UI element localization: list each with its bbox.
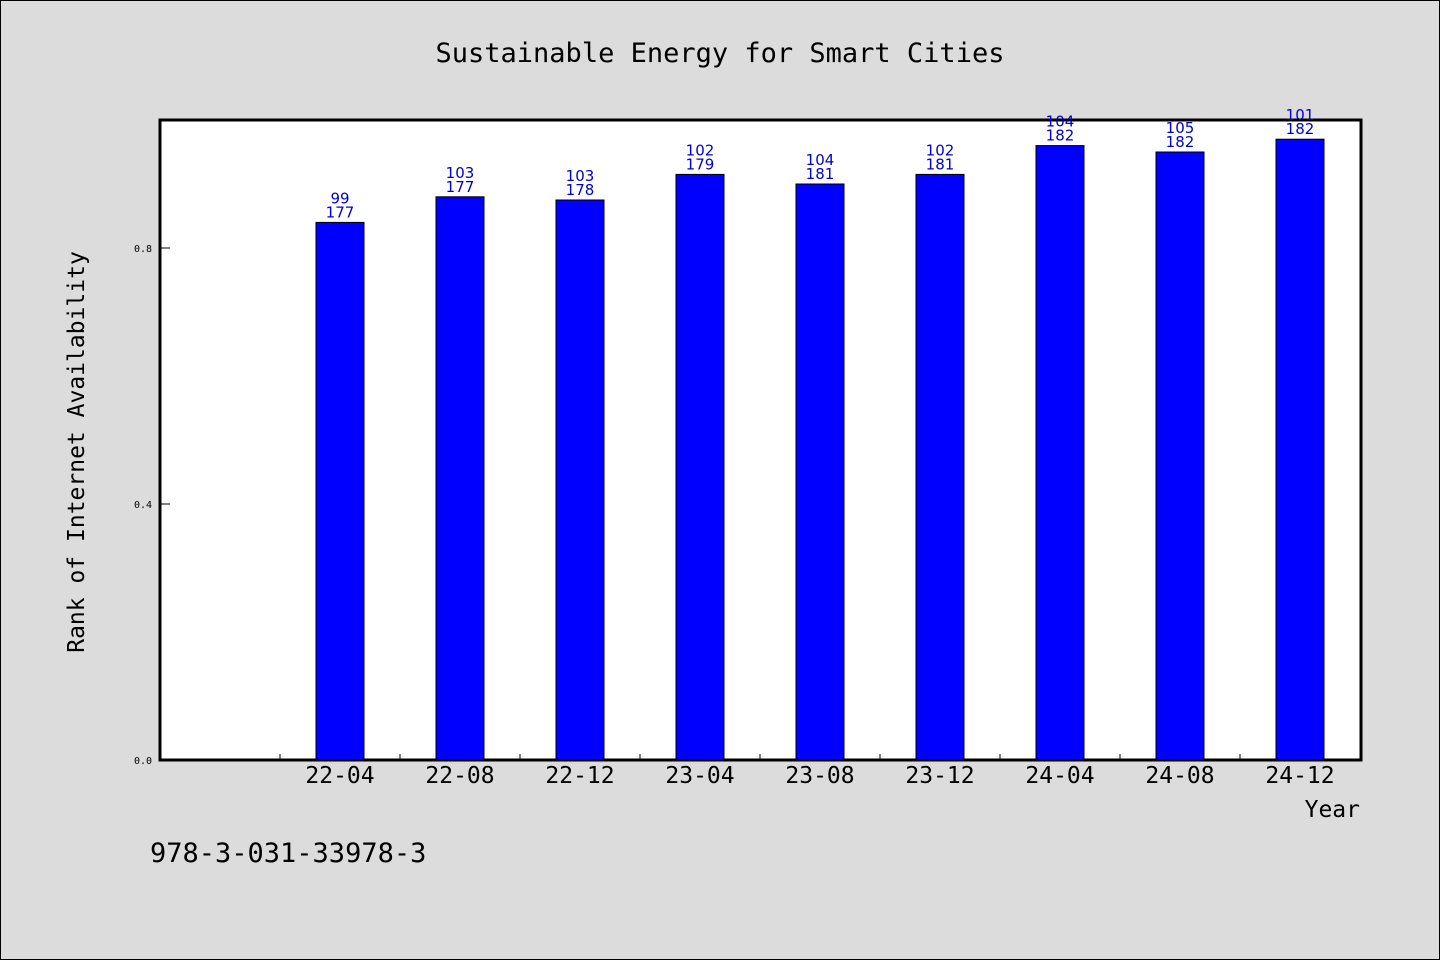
data-label: 179 <box>686 155 715 173</box>
data-label: 101 <box>1286 106 1315 124</box>
data-label: 177 <box>326 203 355 221</box>
x-axis-label: Year <box>1305 797 1360 823</box>
bar <box>795 183 845 761</box>
bars-group <box>315 138 1325 761</box>
bar <box>315 221 365 761</box>
x-tick-label: 24-08 <box>1145 763 1214 789</box>
data-label: 99 <box>330 189 349 207</box>
x-axis: 22-04 22-08 22-12 23-04 23-08 23-12 24-04 24-08… <box>279 754 1361 789</box>
x-tick-label: 24-12 <box>1265 763 1334 789</box>
data-label: 105 <box>1166 119 1195 137</box>
data-label: 178 <box>566 181 595 199</box>
x-tick-label: 23-08 <box>785 763 854 789</box>
bar <box>675 173 725 761</box>
data-label: 104 <box>806 151 835 169</box>
data-label: 104 <box>1046 113 1075 131</box>
y-tick-label: 0.0 <box>134 756 152 767</box>
x-tick-label: 22-12 <box>545 763 614 789</box>
data-label: 102 <box>926 141 955 159</box>
x-tick-label: 23-12 <box>905 763 974 789</box>
y-axis: 0.0 0.4 0.8 <box>134 244 170 767</box>
data-label: 103 <box>446 164 475 182</box>
data-label: 181 <box>926 155 955 173</box>
bar <box>555 199 605 761</box>
bar <box>435 196 485 761</box>
x-tick-label: 23-04 <box>665 763 734 789</box>
data-label: 182 <box>1286 120 1315 138</box>
x-tick-label: 22-08 <box>425 763 494 789</box>
data-label: 182 <box>1166 133 1195 151</box>
data-label: 103 <box>566 167 595 185</box>
x-tick-label: 24-04 <box>1025 763 1094 789</box>
x-tick-label: 22-04 <box>305 763 374 789</box>
bar <box>915 173 965 761</box>
bar <box>1155 151 1205 761</box>
data-label: 181 <box>806 165 835 183</box>
y-axis-label: Rank of Internet Availability <box>64 251 90 653</box>
y-tick-label: 0.4 <box>134 500 152 511</box>
chart-title: Sustainable Energy for Smart Cities <box>436 38 1005 69</box>
y-tick-label: 0.8 <box>134 244 152 255</box>
data-label: 102 <box>686 141 715 159</box>
footer-isbn: 978-3-031-33978-3 <box>150 838 426 869</box>
bar <box>1035 145 1085 761</box>
bar <box>1275 138 1325 761</box>
data-label: 177 <box>446 178 475 196</box>
data-label: 182 <box>1046 127 1075 145</box>
